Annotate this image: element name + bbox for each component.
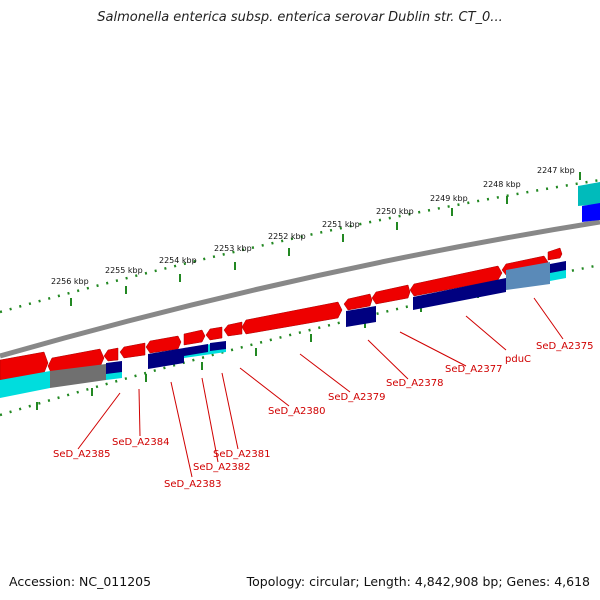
kbp-label: 2252 kbp	[268, 232, 306, 241]
gene-label: SeD_A2380	[268, 406, 326, 417]
cds-bar	[578, 182, 600, 206]
cds-bar	[0, 371, 50, 398]
gene-label: SeD_A2383	[164, 479, 222, 490]
gene-arrow	[343, 293, 373, 311]
forward-genes	[0, 247, 563, 381]
gene-box	[413, 278, 506, 310]
gene-label: SeD_A2375	[536, 341, 594, 352]
kbp-label: 2251 kbp	[322, 220, 360, 229]
kbp-label: 2254 kbp	[159, 256, 197, 265]
kbp-label: 2250 kbp	[376, 207, 414, 216]
gene-label: SeD_A2377	[445, 364, 503, 375]
gene-label: SeD_A2382	[193, 462, 251, 473]
gene-label: SeD_A2384	[112, 437, 170, 448]
gene-arrow	[0, 351, 49, 381]
kbp-label: 2256 kbp	[51, 277, 89, 286]
genome-backbone	[0, 219, 600, 359]
gene-label: SeD_A2381	[213, 449, 271, 460]
kbp-label: 2247 kbp	[537, 166, 575, 175]
gene-arrow	[241, 301, 343, 335]
gene-box	[346, 306, 376, 327]
gene-arrow	[223, 321, 243, 337]
gene-box	[582, 203, 600, 222]
cds-bar	[50, 364, 106, 388]
kbp-label: 2248 kbp	[483, 180, 521, 189]
gene-label: pduC	[505, 354, 531, 365]
outer-tick-ring	[0, 178, 600, 314]
gene-arrow	[183, 329, 206, 346]
map-title: Salmonella enterica subsp. enterica sero…	[97, 10, 503, 25]
gene-label: SeD_A2379	[328, 392, 386, 403]
gene-label: SeD_A2378	[386, 378, 444, 389]
gene-box	[550, 261, 566, 273]
kbp-label: 2255 kbp	[105, 266, 143, 275]
inner-tick-ring	[0, 263, 600, 417]
gene-label: SeD_A2385	[53, 449, 111, 460]
cds-bar	[506, 262, 550, 290]
accession-text: Accession: NC_011205	[9, 574, 152, 589]
gene-arrow	[547, 247, 563, 261]
gene-arrow	[103, 347, 119, 362]
kbp-label: 2249 kbp	[430, 194, 468, 203]
gene-box	[210, 341, 226, 351]
outer-major-ticks	[70, 172, 581, 306]
gene-arrow	[119, 342, 146, 359]
genome-summary-text: Topology: circular; Length: 4,842,908 bp…	[246, 574, 590, 589]
reverse-genes	[106, 203, 600, 374]
label-leader-lines	[77, 297, 564, 478]
gene-box	[106, 361, 122, 374]
gene-box	[184, 344, 208, 356]
gene-arrow	[205, 326, 223, 341]
kbp-label: 2253 kbp	[214, 244, 252, 253]
gene-arrow	[371, 284, 411, 305]
gene-box	[148, 348, 184, 369]
